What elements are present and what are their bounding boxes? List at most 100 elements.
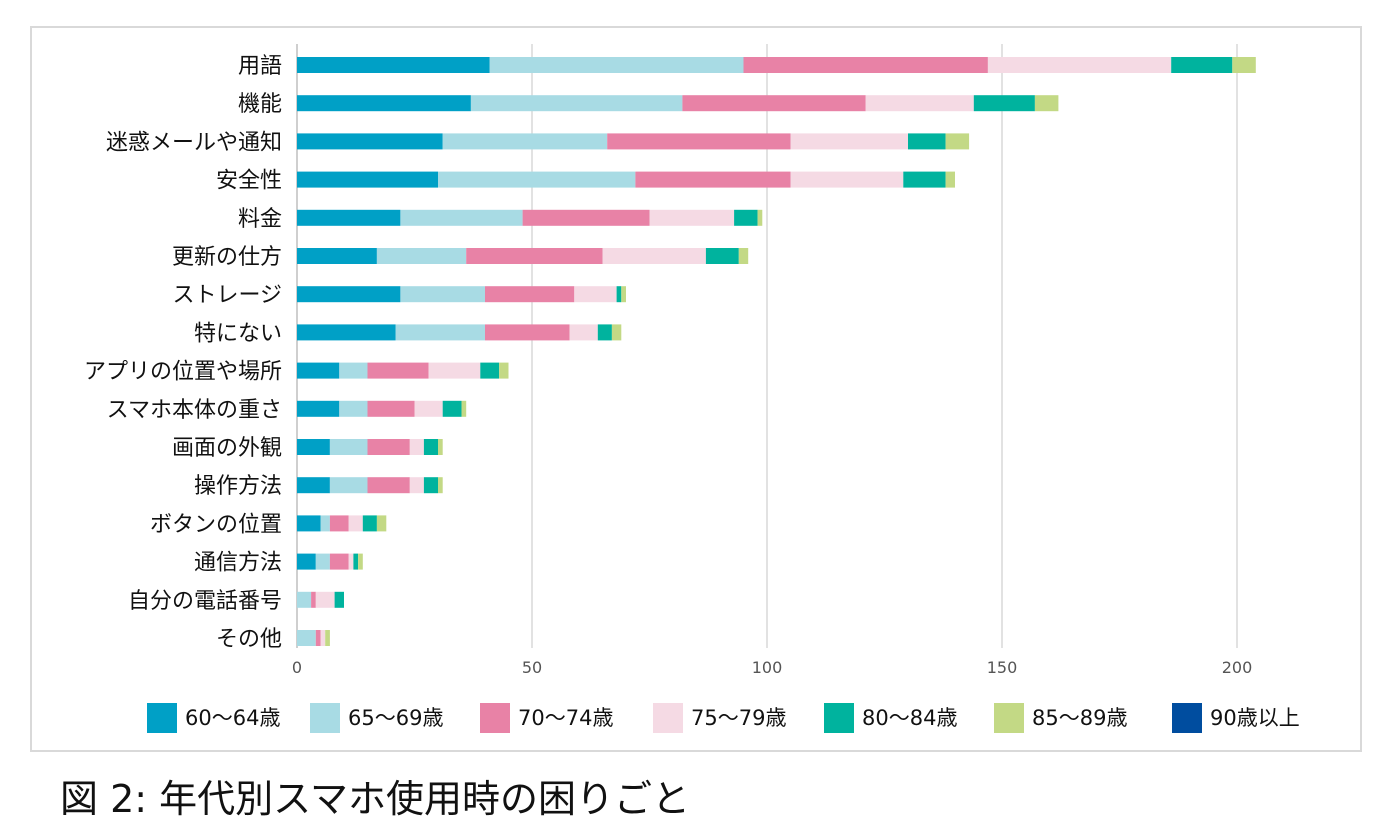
bar-segment <box>945 171 955 188</box>
bar-segment <box>682 95 866 112</box>
legend-label: 80〜84歳 <box>862 706 957 730</box>
bar-segment <box>315 553 330 570</box>
category-label: ボタンの位置 <box>150 512 282 537</box>
bar-segment <box>367 400 415 417</box>
bar-segment <box>297 95 471 112</box>
bar-segment <box>734 209 758 226</box>
bar-segment <box>297 553 316 570</box>
bar-segment <box>329 439 368 455</box>
bar-segment <box>414 400 443 417</box>
bar-segment <box>757 209 763 226</box>
x-tick-label: 200 <box>1222 658 1253 677</box>
bar-segment <box>297 57 490 73</box>
bar-segment <box>865 95 974 112</box>
bar-segment <box>489 57 744 73</box>
bar-segment <box>367 362 429 379</box>
legend-swatch <box>653 703 683 733</box>
bar-segment <box>409 439 424 455</box>
category-label: 機能 <box>238 92 282 117</box>
bar-segment <box>315 630 321 646</box>
bar-segment <box>597 324 612 341</box>
bar-segment <box>607 133 791 150</box>
bar-segment <box>297 362 340 379</box>
bar-segment <box>297 439 330 455</box>
bar-segment <box>297 630 316 646</box>
legend-swatch <box>310 703 340 733</box>
figure-caption: 図 2: 年代別スマホ使用時の困りごと <box>60 777 690 821</box>
bars <box>297 57 1256 646</box>
bar-segment <box>325 630 330 646</box>
legend-item: 90歳以上 <box>1172 703 1300 733</box>
bar-segment <box>635 171 791 188</box>
bar-segment <box>438 439 443 455</box>
bar-segment <box>297 209 401 226</box>
bar-segment <box>973 95 1035 112</box>
category-label: スマホ本体の重さ <box>107 398 282 423</box>
x-tick-label: 100 <box>752 658 783 677</box>
bar-segment <box>297 248 377 264</box>
bar-segment <box>790 171 904 188</box>
bar-segment <box>320 515 330 532</box>
bar-segment <box>348 553 354 570</box>
bar-segment <box>311 591 316 608</box>
bar-segment <box>297 515 321 532</box>
bar-segment <box>297 400 340 417</box>
legend-item: 70〜74歳 <box>480 703 613 733</box>
bar-segment <box>485 324 570 341</box>
category-label: 料金 <box>238 207 282 232</box>
category-label: 安全性 <box>216 169 282 194</box>
legend-item: 80〜84歳 <box>824 703 957 733</box>
bar-segment <box>442 400 462 417</box>
bar-segment <box>423 439 438 455</box>
bar-segment <box>339 400 368 417</box>
legend-swatch <box>147 703 177 733</box>
bar-segment <box>987 57 1172 73</box>
bar-segment <box>470 95 683 112</box>
x-tick-label: 150 <box>987 658 1018 677</box>
bar-segment <box>348 515 363 532</box>
bar-segment <box>320 630 326 646</box>
bar-segment <box>358 553 363 570</box>
bar-segment <box>409 477 424 494</box>
category-label: 画面の外観 <box>172 436 282 461</box>
category-label: 更新の仕方 <box>172 245 282 270</box>
bar-segment <box>743 57 988 73</box>
legend-item: 65〜69歳 <box>310 703 443 733</box>
bar-segment <box>499 362 509 379</box>
legend-swatch <box>1172 703 1202 733</box>
category-label: 用語 <box>238 54 282 79</box>
bar-segment <box>297 286 401 303</box>
bar-segment <box>376 515 387 532</box>
legend-label: 90歳以上 <box>1210 706 1300 730</box>
x-tick-label: 50 <box>522 658 542 677</box>
bar-segment <box>329 515 349 532</box>
bar-segment <box>438 477 443 494</box>
bar-segment <box>438 171 636 188</box>
x-tick-labels: 0 50 100 150 200 <box>292 658 1252 677</box>
bar-segment <box>1171 57 1233 73</box>
legend-swatch <box>994 703 1024 733</box>
bar-segment <box>339 362 368 379</box>
bar-segment <box>945 133 970 150</box>
category-label: 迷惑メールや通知 <box>106 130 282 155</box>
bar-segment <box>466 248 603 264</box>
bar-segment <box>1034 95 1059 112</box>
legend-item: 60〜64歳 <box>147 703 280 733</box>
bar-segment <box>353 553 359 570</box>
bar-segment <box>362 515 377 532</box>
bar-segment <box>442 133 608 150</box>
bar-segment <box>428 362 481 379</box>
bar-segment <box>480 362 500 379</box>
legend-label: 65〜69歳 <box>348 706 443 730</box>
bar-segment <box>522 209 650 226</box>
category-label: 自分の電話番号 <box>128 589 282 614</box>
bar-segment <box>367 477 410 494</box>
category-label: 特にない <box>194 321 282 346</box>
bar-segment <box>315 591 335 608</box>
legend-label: 85〜89歳 <box>1032 706 1127 730</box>
bar-segment <box>908 133 946 150</box>
category-labels: 用語機能迷惑メールや通知安全性料金更新の仕方ストレージ特にないアプリの位置や場所… <box>84 54 282 652</box>
x-tick-label: 0 <box>292 658 302 677</box>
bar-segment <box>611 324 622 341</box>
bar-segment <box>461 400 467 417</box>
